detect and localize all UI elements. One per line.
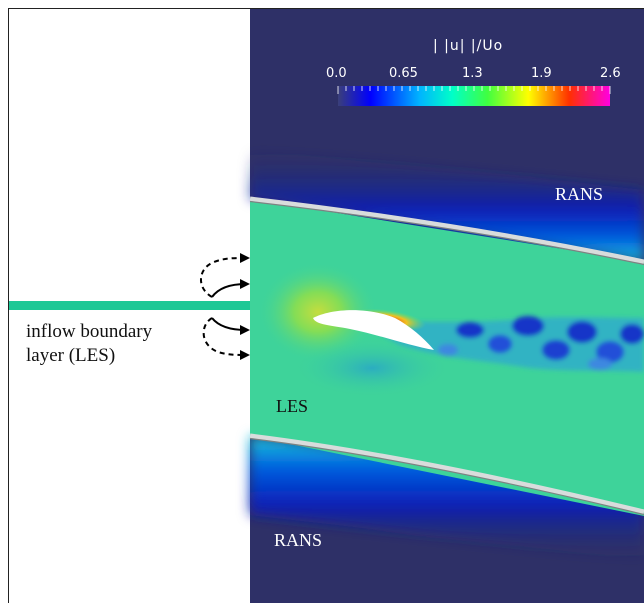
upper-wall — [249, 196, 644, 265]
arrow-head-icon — [240, 350, 250, 360]
upper-wall-glow — [250, 150, 644, 262]
rans-top-label: RANS — [555, 184, 604, 204]
les-label: LES — [276, 396, 309, 416]
inflow-label: inflow boundary layer (LES) — [26, 320, 236, 368]
airfoil — [313, 310, 434, 350]
arrow-head-icon — [240, 279, 250, 289]
colorbar-tick-label: 0.65 — [389, 66, 418, 81]
arrow-head-icon — [240, 253, 250, 263]
inflow-label-line2: layer (LES) — [26, 345, 116, 366]
colorbar-tick-label: 1.3 — [462, 66, 483, 81]
inflow-plate — [9, 301, 250, 310]
colorbar-title: | |u| |/Uo — [433, 38, 504, 54]
rans-bottom-label: RANS — [274, 530, 323, 550]
colorbar-tick-label: 2.6 — [600, 66, 621, 81]
colorbar-tick-label: 1.9 — [531, 66, 552, 81]
inflow-label-line1: inflow boundary — [26, 321, 153, 342]
colorbar-tick-label: 0.0 — [326, 66, 347, 81]
colorbar-ticks — [337, 86, 611, 94]
colorbar — [338, 86, 610, 106]
arrow-head-icon — [240, 325, 250, 335]
turbulent-wake — [360, 316, 644, 372]
figure-frame — [8, 8, 644, 603]
lower-wall — [249, 433, 644, 515]
lower-wall-glow — [250, 436, 644, 560]
